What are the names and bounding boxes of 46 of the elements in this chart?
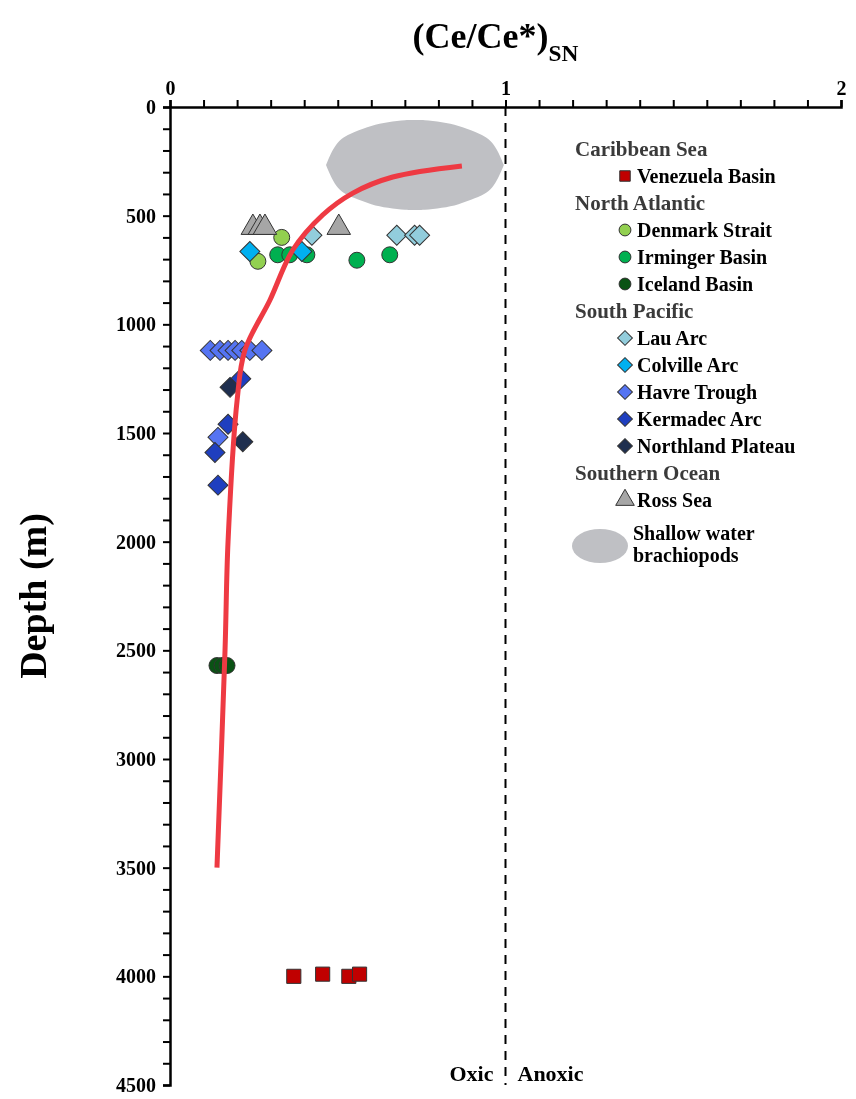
legend-label: Havre Trough <box>637 381 758 404</box>
y-tick-label: 2500 <box>116 639 156 662</box>
point <box>381 246 399 264</box>
legend-label: Iceland Basin <box>637 273 754 295</box>
legend-label: Lau Arc <box>637 327 708 349</box>
legend-label: Kermadec Arc <box>637 408 762 430</box>
point <box>207 426 229 448</box>
annotation: Anoxic <box>517 1061 584 1086</box>
point <box>207 474 229 496</box>
point <box>291 241 313 263</box>
y-tick-label: 4000 <box>116 965 156 988</box>
annotation: Southern Ocean <box>575 461 721 485</box>
y-tick-label: 3500 <box>116 856 156 879</box>
legend-label: Denmark Strait <box>637 219 773 241</box>
point <box>351 966 368 982</box>
y-tick-label: 500 <box>126 204 156 227</box>
point <box>315 966 331 982</box>
legend-label: Venezuela Basin <box>637 165 776 187</box>
point <box>348 251 366 269</box>
x-tick-label: 0 <box>165 77 176 99</box>
point <box>239 241 261 263</box>
point <box>286 968 302 984</box>
y-tick-label: 3000 <box>116 747 156 770</box>
legend-label: Colville Arc <box>637 354 739 376</box>
point <box>273 228 291 246</box>
y-tick-label: 2000 <box>116 530 156 553</box>
point <box>204 442 226 464</box>
y-tick-label: 4500 <box>116 1073 156 1096</box>
x-tick-label: 1 <box>501 77 511 99</box>
y-axis-title: Depth (m) <box>12 513 55 679</box>
x-axis-title: (Ce/Ce*)$_{SN}$ <box>412 16 579 66</box>
y-tick-label: 0 <box>146 95 156 118</box>
annotation: Oxic <box>449 1061 494 1086</box>
annotation: North Atlantic <box>575 191 706 215</box>
point <box>409 224 431 246</box>
annotation: South Pacific <box>575 299 694 323</box>
point <box>386 224 408 246</box>
y-tick-label: 1500 <box>116 421 156 444</box>
point <box>251 339 273 361</box>
x-tick-label: 2 <box>836 77 847 99</box>
annotation: Caribbean Sea <box>575 137 708 161</box>
legend-label: Irminger Basin <box>637 246 768 269</box>
y-tick-label: 1000 <box>116 313 156 336</box>
legend-label: Northland Plateau <box>637 435 796 457</box>
legend-label: Shallow water brachiopods <box>633 522 755 567</box>
legend-label: Ross Sea <box>637 489 713 511</box>
